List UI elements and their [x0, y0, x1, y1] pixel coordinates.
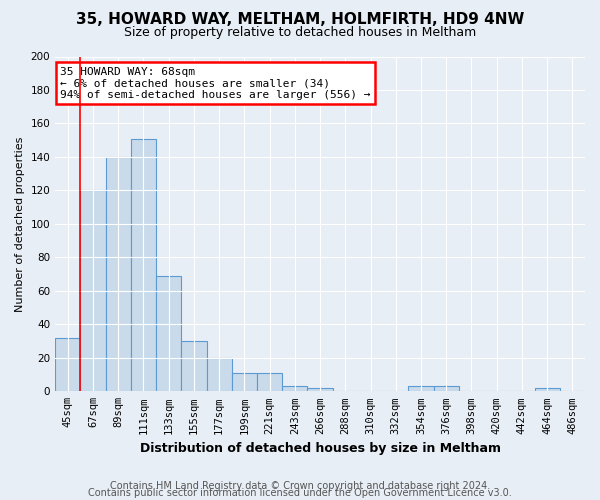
Bar — [55, 338, 80, 392]
X-axis label: Distribution of detached houses by size in Meltham: Distribution of detached houses by size … — [140, 442, 500, 455]
Bar — [257, 373, 282, 392]
Bar — [307, 388, 332, 392]
Bar — [409, 386, 434, 392]
Bar — [434, 386, 459, 392]
Bar — [206, 358, 232, 392]
Bar — [131, 138, 156, 392]
Text: Size of property relative to detached houses in Meltham: Size of property relative to detached ho… — [124, 26, 476, 39]
Y-axis label: Number of detached properties: Number of detached properties — [15, 136, 25, 312]
Bar — [156, 276, 181, 392]
Text: 35, HOWARD WAY, MELTHAM, HOLMFIRTH, HD9 4NW: 35, HOWARD WAY, MELTHAM, HOLMFIRTH, HD9 … — [76, 12, 524, 28]
Bar — [535, 388, 560, 392]
Bar — [232, 373, 257, 392]
Bar — [282, 386, 307, 392]
Bar — [80, 190, 106, 392]
Text: Contains public sector information licensed under the Open Government Licence v3: Contains public sector information licen… — [88, 488, 512, 498]
Text: Contains HM Land Registry data © Crown copyright and database right 2024.: Contains HM Land Registry data © Crown c… — [110, 481, 490, 491]
Bar — [106, 157, 131, 392]
Bar — [181, 341, 206, 392]
Text: 35 HOWARD WAY: 68sqm
← 6% of detached houses are smaller (34)
94% of semi-detach: 35 HOWARD WAY: 68sqm ← 6% of detached ho… — [61, 66, 371, 100]
